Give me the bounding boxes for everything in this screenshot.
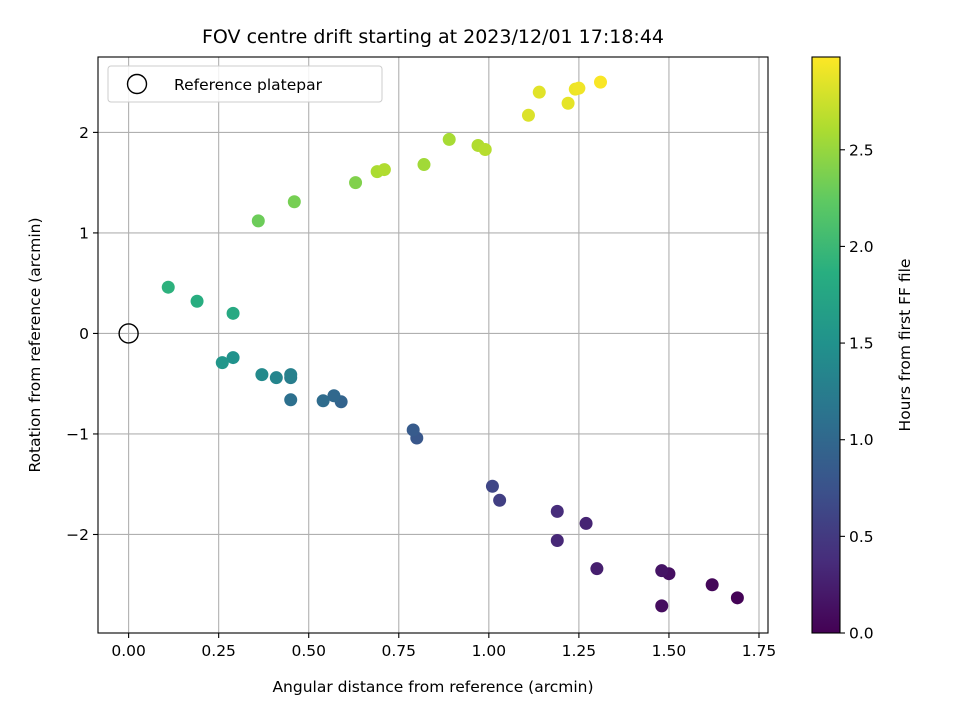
data-point xyxy=(655,599,669,613)
chart-title: FOV centre drift starting at 2023/12/01 … xyxy=(202,26,664,48)
data-point xyxy=(442,132,456,146)
x-tick-label: 1.25 xyxy=(562,642,597,660)
data-point xyxy=(579,516,593,530)
colorbar-label: Hours from first FF file xyxy=(896,259,914,432)
colorbar-tick-label: 1.0 xyxy=(849,431,874,449)
data-points xyxy=(161,75,744,613)
data-point xyxy=(572,81,586,95)
data-point xyxy=(226,351,240,365)
x-tick-label: 1.50 xyxy=(652,642,687,660)
reference-marker-group xyxy=(118,323,139,344)
colorbar-tick-label: 2.0 xyxy=(849,238,874,256)
colorbar-tick-label: 1.5 xyxy=(849,335,874,353)
data-point xyxy=(327,389,341,403)
y-tick-label: −1 xyxy=(66,425,89,443)
data-point xyxy=(594,75,607,89)
y-axis-label: Rotation from reference (arcmin) xyxy=(26,217,44,472)
data-point xyxy=(226,306,240,320)
data-point xyxy=(705,578,719,592)
data-point xyxy=(655,564,669,578)
plot-frame xyxy=(97,56,769,634)
data-point xyxy=(521,108,535,122)
data-point xyxy=(550,534,564,548)
data-point xyxy=(550,504,564,518)
data-point xyxy=(485,479,499,493)
x-tick-label: 1.00 xyxy=(472,642,507,660)
data-point xyxy=(478,142,492,156)
x-axis-ticks: 0.00 0.25 0.50 0.75 1.00 1.25 1.50 1.75 xyxy=(111,633,776,660)
colorbar-gradient xyxy=(811,56,841,634)
x-axis-label: Angular distance from reference (arcmin) xyxy=(272,678,593,696)
colorbar-tick-label: 0.0 xyxy=(849,625,874,643)
data-point xyxy=(269,371,283,385)
data-point xyxy=(251,214,265,228)
legend: Reference platepar xyxy=(107,65,383,103)
data-point xyxy=(561,96,575,110)
data-point xyxy=(377,163,391,177)
legend-reference-marker xyxy=(126,73,148,95)
data-point xyxy=(406,423,420,437)
x-tick-label: 0.75 xyxy=(382,642,417,660)
data-point xyxy=(190,294,204,308)
data-point xyxy=(255,368,269,382)
grid xyxy=(98,57,768,633)
data-point xyxy=(532,85,546,99)
x-tick-label: 0.00 xyxy=(111,642,146,660)
data-point xyxy=(161,280,175,294)
data-point xyxy=(493,493,507,507)
data-point xyxy=(417,158,431,172)
y-tick-label: 0 xyxy=(79,325,89,343)
x-tick-label: 0.50 xyxy=(291,642,326,660)
data-point xyxy=(215,356,229,370)
data-point xyxy=(316,394,330,408)
data-point xyxy=(590,562,604,576)
data-point xyxy=(284,368,298,382)
colorbar: 0.0 0.5 1.0 1.5 2.0 2.5 Hours from first FF f… xyxy=(811,56,914,643)
data-point xyxy=(730,591,744,605)
legend-box xyxy=(107,65,383,103)
legend-entry-reference: Reference platepar xyxy=(174,76,323,94)
data-point xyxy=(287,195,301,209)
y-tick-label: −2 xyxy=(66,526,89,544)
x-tick-label: 0.25 xyxy=(201,642,236,660)
reference-point-marker xyxy=(118,323,139,344)
y-tick-label: 2 xyxy=(79,124,89,142)
y-tick-label: 1 xyxy=(79,224,89,242)
colorbar-ticks: 0.0 0.5 1.0 1.5 2.0 2.5 xyxy=(840,141,874,643)
data-point xyxy=(349,176,363,190)
colorbar-tick-label: 0.5 xyxy=(849,528,874,546)
colorbar-tick-label: 2.5 xyxy=(849,141,874,159)
x-tick-label: 1.75 xyxy=(742,642,777,660)
y-axis-ticks: −2 −1 0 1 2 xyxy=(66,124,98,544)
data-point xyxy=(284,393,298,407)
